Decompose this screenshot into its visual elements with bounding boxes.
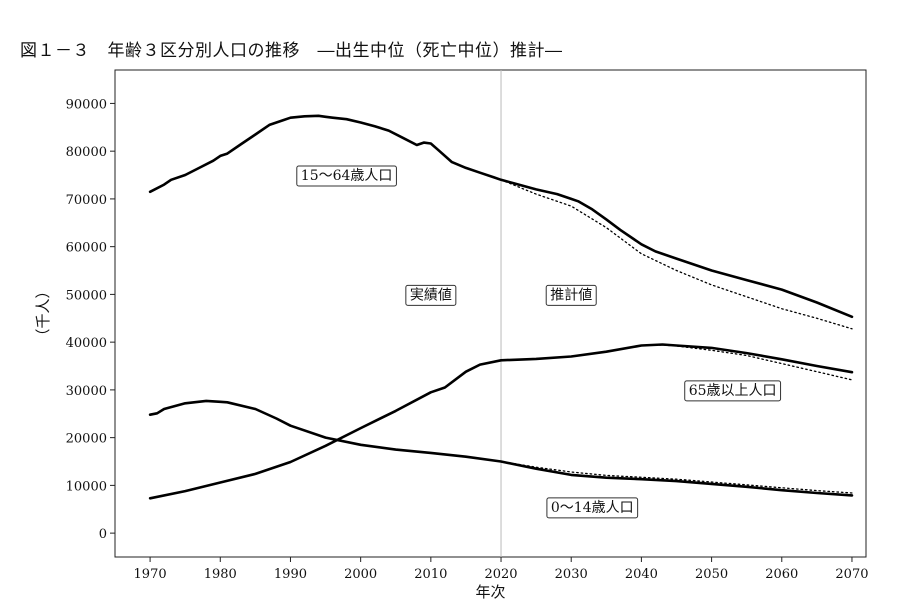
region-label-group: 推計値 [545,284,597,306]
x-tick-label: 1980 [204,567,237,582]
x-tick-label: 2040 [625,567,658,582]
series-line [148,399,854,497]
y-tick-label: 60000 [66,241,107,256]
x-tick-label: 2060 [765,567,798,582]
x-tick-label: 2070 [835,567,868,582]
y-tick-label: 0 [99,527,107,542]
y-tick-label: 90000 [66,97,107,112]
region-label: 推計値 [550,287,592,303]
y-tick-label: 40000 [66,336,107,351]
plot-frame [114,69,867,558]
region-label-group: 実績値 [405,284,457,306]
region-label-box [545,284,597,306]
y-tick-label: 70000 [66,193,107,208]
annotations-layer: 15～64歳人口 65歳以上人口 0～14歳人口 実績値 推計値 [296,165,782,519]
figure-title: 図１－３ 年齢３区分別人口の推移 ―出生中位（死亡中位）推計― [20,41,563,61]
y-tick-label: 80000 [66,145,107,160]
series-name-label-box [296,165,397,187]
y-tick-label: 10000 [66,479,107,494]
series-name-label: 65歳以上人口 [689,383,777,399]
x-tick-label: 2020 [484,567,517,582]
y-tick-label: 50000 [66,288,107,303]
series-name-label: 0～14歳人口 [551,500,634,516]
series-layer [148,114,854,500]
y-axis-label: （千人） [34,283,52,343]
projection-dotted-line [500,460,853,494]
x-tick-label: 2050 [695,567,728,582]
series-line [148,114,854,319]
y-tick-label: 30000 [66,384,107,399]
projection-dotted-line [640,344,853,381]
series-name-label: 15～64歳人口 [301,168,393,184]
axes: 1970 1980 1990 2000 2010 2020 2030 2040 2050 2060… [34,69,869,600]
series-name-label-box [684,380,782,402]
x-tick-label: 1970 [134,567,167,582]
x-tick-label: 2010 [414,567,447,582]
x-tick-label: 2030 [555,567,588,582]
y-tick-label: 20000 [66,432,107,447]
projection-dotted-line [479,172,853,330]
x-axis-label: 年次 [475,583,505,600]
region-label-box [405,284,457,306]
series-name-label-group: 65歳以上人口 [684,380,782,402]
series-name-label-box [546,497,639,519]
x-tick-label: 2000 [344,567,377,582]
series-name-label-group: 15～64歳人口 [296,165,397,187]
region-label: 実績値 [410,287,452,303]
series-name-label-group: 0～14歳人口 [546,497,639,519]
x-tick-label: 1990 [274,567,307,582]
series-line [148,343,854,500]
